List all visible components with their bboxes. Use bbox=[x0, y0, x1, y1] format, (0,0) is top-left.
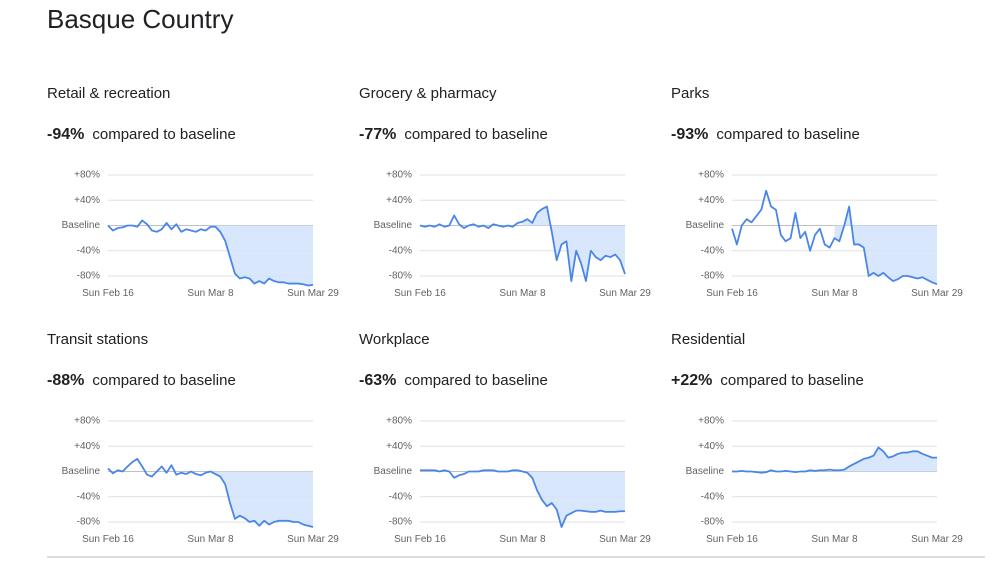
y-tick-label: Baseline bbox=[686, 466, 725, 477]
headline: -63% compared to baseline bbox=[359, 372, 548, 389]
chart-title: Parks bbox=[671, 85, 709, 102]
y-tick-label: Baseline bbox=[686, 220, 725, 231]
change-area bbox=[834, 206, 937, 285]
chart-title: Workplace bbox=[359, 331, 430, 348]
change-area bbox=[210, 471, 313, 528]
trend-line bbox=[419, 205, 626, 282]
y-tick-label: +80% bbox=[74, 170, 100, 181]
chart-title: Transit stations bbox=[47, 331, 148, 348]
y-tick-label: +40% bbox=[74, 441, 100, 452]
y-tick-label: +80% bbox=[386, 170, 412, 181]
change-value: -93% bbox=[671, 126, 708, 143]
headline: -88% compared to baseline bbox=[47, 372, 236, 389]
headline: -94% compared to baseline bbox=[47, 126, 236, 143]
trend-line bbox=[420, 469, 625, 528]
comparison-text: compared to baseline bbox=[404, 372, 547, 389]
change-value: +22% bbox=[671, 372, 712, 389]
comparison-text: compared to baseline bbox=[716, 126, 859, 143]
x-tick-label: Sun Feb 16 bbox=[82, 288, 134, 299]
y-tick-label: Baseline bbox=[374, 466, 413, 477]
y-tick-label: Baseline bbox=[62, 466, 101, 477]
chart-title: Retail & recreation bbox=[47, 85, 170, 102]
x-tick-label: Sun Mar 29 bbox=[911, 534, 963, 545]
headline: +22% compared to baseline bbox=[671, 372, 864, 389]
x-tick-label: Sun Mar 8 bbox=[811, 288, 858, 299]
comparison-text: compared to baseline bbox=[92, 126, 235, 143]
y-tick-label: -80% bbox=[389, 271, 412, 282]
x-tick-label: Sun Feb 16 bbox=[706, 534, 758, 545]
y-tick-label: -40% bbox=[701, 245, 724, 256]
trend-line bbox=[731, 189, 938, 286]
y-tick-label: +80% bbox=[386, 416, 412, 427]
change-value: -94% bbox=[47, 126, 84, 143]
trend-line bbox=[732, 446, 937, 474]
headline: -77% compared to baseline bbox=[359, 126, 548, 143]
change-area bbox=[210, 225, 313, 286]
y-tick-label: +80% bbox=[698, 416, 724, 427]
y-tick-label: +40% bbox=[386, 441, 412, 452]
page-title: Basque Country bbox=[47, 4, 233, 34]
chart-title: Residential bbox=[671, 331, 745, 348]
y-tick-label: +40% bbox=[74, 195, 100, 206]
chart-card: Transit stations -88% compared to baseline… bbox=[47, 331, 339, 545]
x-tick-label: Sun Mar 8 bbox=[499, 534, 546, 545]
y-tick-label: -80% bbox=[389, 517, 412, 528]
y-tick-label: -80% bbox=[77, 271, 100, 282]
y-tick-label: +40% bbox=[698, 195, 724, 206]
comparison-text: compared to baseline bbox=[92, 372, 235, 389]
comparison-text: compared to baseline bbox=[404, 126, 547, 143]
chart-card: Residential +22% compared to baseline +80% +… bbox=[671, 331, 963, 545]
trend-line bbox=[107, 457, 314, 528]
x-tick-label: Sun Mar 29 bbox=[287, 288, 339, 299]
x-tick-label: Sun Mar 29 bbox=[599, 534, 651, 545]
y-tick-label: -80% bbox=[77, 517, 100, 528]
y-tick-label: -40% bbox=[389, 491, 412, 502]
change-area bbox=[522, 471, 625, 528]
y-tick-label: -40% bbox=[701, 491, 724, 502]
headline: -93% compared to baseline bbox=[671, 126, 860, 143]
y-tick-label: -40% bbox=[77, 245, 100, 256]
chart-card: Parks -93% compared to baseline +80% +40% Bas… bbox=[671, 85, 963, 299]
y-tick-label: +80% bbox=[698, 170, 724, 181]
y-tick-label: Baseline bbox=[374, 220, 413, 231]
trend-line bbox=[107, 219, 314, 287]
x-tick-label: Sun Feb 16 bbox=[394, 288, 446, 299]
y-tick-label: +80% bbox=[74, 416, 100, 427]
x-tick-label: Sun Mar 29 bbox=[911, 288, 963, 299]
x-tick-label: Sun Feb 16 bbox=[706, 288, 758, 299]
x-tick-label: Sun Mar 8 bbox=[187, 288, 234, 299]
y-tick-label: -40% bbox=[77, 491, 100, 502]
x-tick-label: Sun Mar 8 bbox=[499, 288, 546, 299]
x-tick-label: Sun Feb 16 bbox=[82, 534, 134, 545]
change-value: -77% bbox=[359, 126, 396, 143]
x-tick-label: Sun Mar 29 bbox=[287, 534, 339, 545]
y-tick-label: -40% bbox=[389, 245, 412, 256]
x-tick-label: Sun Mar 29 bbox=[599, 288, 651, 299]
x-tick-label: Sun Feb 16 bbox=[394, 534, 446, 545]
chart-card: Workplace -63% compared to baseline +80% +40… bbox=[359, 331, 651, 545]
change-area bbox=[834, 447, 937, 472]
chart-card: Retail & recreation -94% compared to basel… bbox=[47, 85, 339, 299]
x-tick-label: Sun Mar 8 bbox=[811, 534, 858, 545]
chart-title: Grocery & pharmacy bbox=[359, 85, 497, 102]
chart-card: Grocery & pharmacy -77% compared to baseli… bbox=[359, 85, 651, 299]
y-tick-label: Baseline bbox=[62, 220, 101, 231]
y-tick-label: -80% bbox=[701, 271, 724, 282]
change-value: -88% bbox=[47, 372, 84, 389]
y-tick-label: -80% bbox=[701, 517, 724, 528]
y-tick-label: +40% bbox=[386, 195, 412, 206]
x-tick-label: Sun Mar 8 bbox=[187, 534, 234, 545]
change-area bbox=[522, 206, 625, 282]
change-value: -63% bbox=[359, 372, 396, 389]
y-tick-label: +40% bbox=[698, 441, 724, 452]
comparison-text: compared to baseline bbox=[720, 372, 863, 389]
